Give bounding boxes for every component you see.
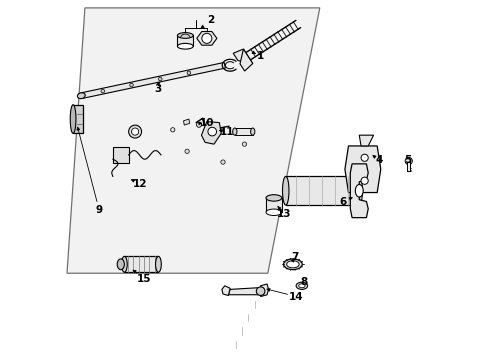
Polygon shape (67, 8, 319, 273)
Ellipse shape (117, 259, 124, 270)
Text: 12: 12 (133, 179, 147, 189)
Text: 10: 10 (199, 118, 214, 128)
Circle shape (129, 83, 133, 87)
Polygon shape (265, 198, 281, 212)
Polygon shape (233, 49, 252, 63)
Text: 9: 9 (96, 206, 102, 216)
Polygon shape (344, 146, 380, 193)
Text: 6: 6 (339, 197, 346, 207)
Ellipse shape (77, 93, 85, 99)
Text: 15: 15 (137, 274, 151, 284)
Ellipse shape (355, 184, 363, 197)
Polygon shape (234, 128, 252, 135)
Ellipse shape (298, 284, 305, 288)
Text: 2: 2 (206, 15, 214, 26)
Text: 7: 7 (290, 252, 298, 262)
Circle shape (405, 157, 411, 165)
Polygon shape (240, 49, 252, 71)
Ellipse shape (283, 259, 302, 270)
Polygon shape (260, 284, 268, 297)
Circle shape (242, 142, 246, 146)
Text: 11: 11 (219, 127, 233, 136)
Ellipse shape (70, 105, 76, 134)
Circle shape (360, 177, 367, 184)
Polygon shape (285, 176, 359, 205)
Text: 3: 3 (155, 84, 162, 94)
Ellipse shape (250, 128, 254, 135)
Polygon shape (124, 256, 158, 272)
Circle shape (128, 125, 142, 138)
Text: 5: 5 (403, 155, 410, 165)
Circle shape (221, 160, 224, 164)
Ellipse shape (296, 282, 307, 289)
Ellipse shape (177, 43, 193, 49)
Text: 1: 1 (257, 51, 264, 61)
Polygon shape (183, 119, 189, 125)
Circle shape (158, 77, 162, 81)
Text: 14: 14 (288, 292, 303, 302)
Circle shape (187, 71, 190, 75)
Ellipse shape (265, 209, 281, 216)
Ellipse shape (355, 176, 362, 205)
Circle shape (101, 89, 104, 93)
Polygon shape (196, 32, 217, 45)
Text: 4: 4 (374, 155, 382, 165)
Ellipse shape (121, 256, 127, 272)
Circle shape (256, 287, 264, 296)
Polygon shape (407, 162, 409, 171)
Polygon shape (349, 164, 367, 218)
Ellipse shape (286, 261, 299, 268)
Polygon shape (228, 288, 260, 295)
Text: 13: 13 (276, 209, 290, 219)
Circle shape (360, 154, 367, 161)
Polygon shape (177, 36, 193, 46)
Polygon shape (222, 286, 230, 296)
Polygon shape (113, 147, 128, 163)
Polygon shape (73, 105, 83, 134)
Ellipse shape (177, 33, 193, 39)
Circle shape (131, 128, 139, 135)
Ellipse shape (282, 176, 288, 205)
Text: 8: 8 (300, 277, 306, 287)
Circle shape (196, 122, 201, 127)
Ellipse shape (232, 128, 237, 135)
Polygon shape (81, 62, 225, 99)
Polygon shape (201, 122, 221, 144)
Ellipse shape (265, 195, 281, 201)
Polygon shape (359, 135, 373, 146)
Circle shape (202, 33, 211, 43)
Ellipse shape (155, 256, 161, 272)
Circle shape (207, 127, 216, 136)
Circle shape (184, 149, 189, 153)
Circle shape (170, 128, 175, 132)
